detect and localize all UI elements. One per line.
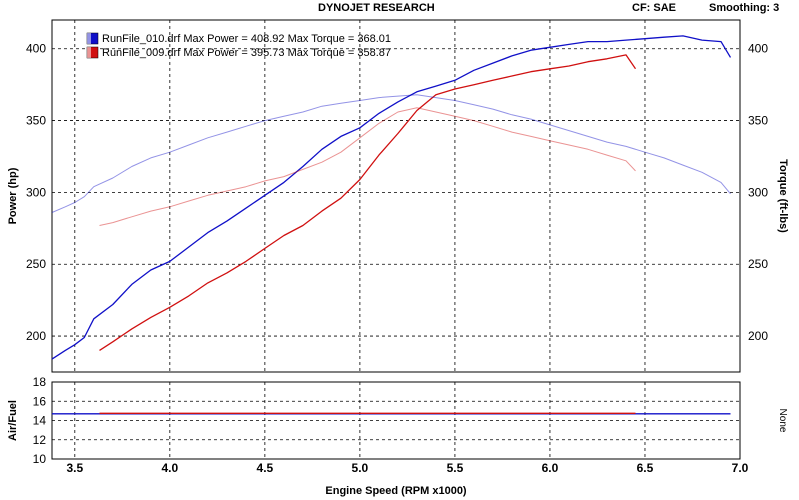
afr-y-tick-label-1: 10 (33, 452, 47, 466)
legend-entry-1: RunFile_010.drf Max Power = 408.92 Max T… (102, 33, 391, 45)
y-axis-label-power: Power (hp) (7, 167, 19, 224)
y-axis-label-none: None (777, 409, 788, 433)
afr-y-tick-label-2: 12 (33, 433, 47, 447)
legend-swatch-shine-2 (87, 47, 91, 58)
x-tick-label-7: 6.5 (637, 461, 654, 475)
afr-y-tick-label-5: 18 (33, 375, 47, 389)
x-axis-label: Engine Speed (RPM x1000) (325, 485, 467, 497)
x-tick-label-8: 7.0 (732, 461, 749, 475)
y2-tick-label-4: 350 (748, 114, 768, 128)
y-axis-label-torque: Torque (ft-lbs) (777, 159, 789, 233)
y-tick-label-3: 300 (26, 185, 46, 199)
x-tick-label-1: 3.5 (66, 461, 83, 475)
series-line-4 (99, 107, 636, 226)
x-tick-label-6: 6.0 (542, 461, 559, 475)
y-tick-label-2: 250 (26, 257, 46, 271)
x-tick-label-4: 5.0 (352, 461, 369, 475)
y-tick-label-1: 200 (26, 329, 46, 343)
smoothing-label: Smoothing: 3 (709, 2, 780, 14)
x-tick-label-2: 4.0 (161, 461, 178, 475)
y2-tick-label-5: 400 (748, 42, 768, 56)
y-tick-label-5: 400 (26, 42, 46, 56)
chart-header-title: DYNOJET RESEARCH (318, 2, 435, 14)
y-tick-label-4: 350 (26, 114, 46, 128)
legend-swatch-shine-1 (87, 33, 91, 44)
series-line-3 (51, 94, 731, 213)
y-axis-label-airfuel: Air/Fuel (7, 400, 19, 441)
y2-tick-label-1: 200 (748, 329, 768, 343)
correction-factor-label: CF: SAE (632, 2, 676, 14)
x-tick-label-3: 4.5 (257, 461, 274, 475)
legend-entry-2: RunFile_009.drf Max Power = 395.73 Max T… (102, 47, 391, 59)
main-plot-frame (51, 19, 741, 373)
y2-tick-label-3: 300 (748, 185, 768, 199)
series-line-2 (99, 54, 637, 351)
afr-y-tick-label-4: 16 (33, 394, 47, 408)
afr-y-tick-label-3: 14 (33, 414, 47, 428)
series-line-1 (51, 35, 732, 360)
x-tick-label-5: 5.5 (447, 461, 464, 475)
y2-tick-label-2: 250 (748, 257, 768, 271)
